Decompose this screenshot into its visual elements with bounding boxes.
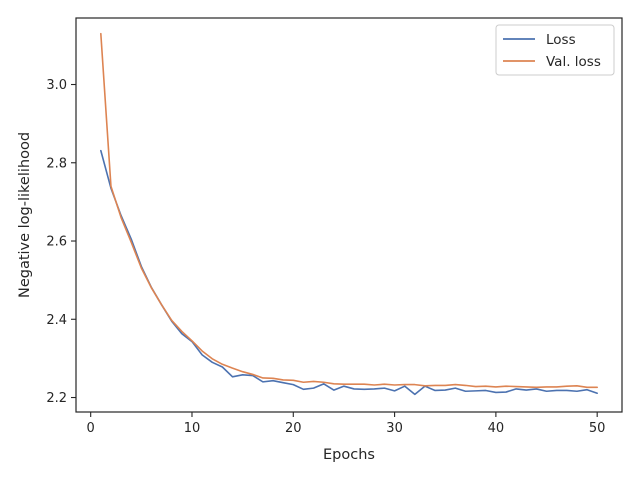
x-tick-label-0: 0 xyxy=(87,421,95,436)
x-tick-label-3: 30 xyxy=(386,421,403,436)
series-line-1 xyxy=(100,32,598,389)
series-line-0 xyxy=(100,149,598,396)
y-axis: 2.2 2.4 2.6 2.8 3.0 xyxy=(46,78,76,406)
plot-frame xyxy=(75,17,623,413)
y-tick-label-3: 2.8 xyxy=(46,156,67,171)
y-tick-label-0: 2.2 xyxy=(46,391,67,406)
y-tick-label-1: 2.4 xyxy=(46,313,67,328)
series-layer xyxy=(100,32,598,396)
x-tick-label-1: 10 xyxy=(184,421,201,436)
y-tick-label-2: 2.6 xyxy=(46,235,67,250)
x-tick-label-5: 50 xyxy=(589,421,606,436)
y-axis-label: Negative log-likelihood xyxy=(17,132,33,298)
y-tick-label-4: 3.0 xyxy=(46,78,67,93)
legend-label-val-loss: Val. loss xyxy=(546,54,601,70)
x-tick-label-2: 20 xyxy=(285,421,302,436)
x-axis: 0 10 20 30 40 50 xyxy=(87,412,606,436)
legend-box xyxy=(495,24,615,76)
legend: Loss Val. loss xyxy=(495,24,615,76)
x-tick-label-4: 40 xyxy=(488,421,505,436)
plot-area xyxy=(76,18,622,412)
legend-label-loss: Loss xyxy=(546,32,576,48)
x-axis-label: Epochs xyxy=(323,447,375,463)
